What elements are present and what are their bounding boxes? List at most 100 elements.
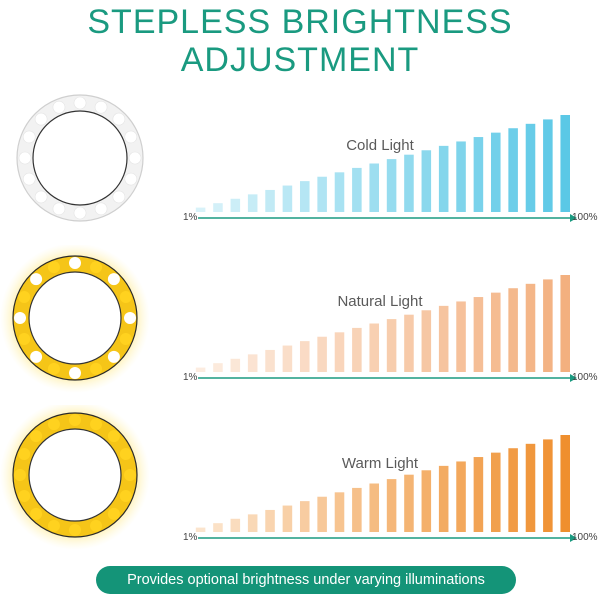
- brightness-bar: [508, 448, 518, 532]
- cold-light-label: Cold Light: [346, 137, 414, 154]
- brightness-bar: [369, 163, 379, 212]
- brightness-bar: [247, 514, 258, 532]
- brightness-bar: [299, 341, 310, 372]
- brightness-bar: [404, 474, 414, 532]
- led-dot: [107, 273, 120, 286]
- led-dot: [119, 447, 132, 460]
- brightness-bar: [282, 345, 293, 372]
- cold-min-percent: 1%: [183, 212, 198, 223]
- brightness-bar: [473, 137, 484, 212]
- arrow-right-icon: [570, 534, 577, 542]
- brightness-bar: [195, 207, 206, 212]
- brightness-bar: [490, 292, 501, 372]
- brightness-bar: [508, 288, 518, 372]
- brightness-bar: [334, 332, 345, 372]
- led-dot: [124, 130, 138, 144]
- led-dot: [112, 190, 126, 204]
- led-dot: [119, 333, 132, 346]
- led-dot: [18, 333, 31, 346]
- led-dot: [107, 350, 120, 363]
- brightness-bar: [334, 172, 345, 212]
- led-dot: [22, 172, 36, 186]
- led-dot: [47, 261, 60, 274]
- brightness-bar: [317, 176, 327, 212]
- led-dot: [119, 290, 132, 303]
- brightness-bar: [438, 465, 449, 532]
- brightness-bar: [247, 354, 258, 372]
- brightness-bar: [543, 279, 553, 372]
- arrow-right-icon: [570, 214, 577, 222]
- brightness-bar: [438, 305, 449, 372]
- brightness-bar: [560, 435, 570, 532]
- brightness-bar: [525, 283, 536, 372]
- cold-light-brightness-bars: [195, 115, 577, 222]
- led-dot: [52, 100, 66, 114]
- brightness-bar: [247, 194, 258, 212]
- led-dot: [94, 202, 108, 216]
- brightness-bar: [195, 527, 206, 532]
- led-dot: [18, 447, 31, 460]
- natural-light-label: Natural Light: [337, 293, 423, 310]
- led-dot: [73, 206, 87, 220]
- led-dot: [69, 414, 81, 426]
- led-dot: [124, 172, 138, 186]
- brightness-bar: [473, 297, 484, 372]
- brightness-bar: [213, 203, 223, 212]
- brightness-bar: [421, 310, 432, 372]
- brightness-bar: [560, 275, 570, 372]
- brightness-bar: [560, 115, 570, 212]
- led-dot: [30, 430, 43, 443]
- led-dot: [107, 507, 120, 520]
- natural-min-percent: 1%: [183, 372, 198, 383]
- natural-light-row: Natural Light 1% 100%: [0, 245, 600, 405]
- brightness-bar: [230, 518, 241, 532]
- cold-light-row: Cold Light 1% 100%: [0, 85, 600, 245]
- brightness-bar: [230, 358, 241, 372]
- warm-max-percent: 100%: [572, 532, 598, 543]
- led-dot: [34, 190, 48, 204]
- led-dot: [124, 469, 136, 481]
- brightness-bar: [369, 323, 379, 372]
- brightness-bar: [299, 501, 310, 532]
- headline-line-2: ADJUSTMENT: [180, 41, 420, 79]
- led-dot: [52, 202, 66, 216]
- brightness-bar: [386, 159, 397, 212]
- led-dot: [73, 96, 87, 110]
- led-dot: [14, 469, 26, 481]
- brightness-bar: [369, 483, 379, 532]
- led-dot: [90, 261, 103, 274]
- led-dot: [22, 130, 36, 144]
- led-dot: [90, 418, 103, 431]
- led-dot: [124, 312, 136, 324]
- brightness-bar: [543, 119, 553, 212]
- headline-line-1: STEPLESS BRIGHTNESS: [87, 3, 513, 41]
- led-dot: [119, 490, 132, 503]
- led-dot: [34, 112, 48, 126]
- led-dot: [47, 362, 60, 375]
- led-dot: [18, 290, 31, 303]
- brightness-bar: [525, 443, 536, 532]
- led-dot: [47, 519, 60, 532]
- brightness-bar: [282, 505, 293, 532]
- natural-light-brightness-bars: [195, 275, 577, 382]
- brightness-bar: [456, 461, 466, 532]
- led-dot: [30, 350, 43, 363]
- brightness-bar: [421, 150, 432, 212]
- led-dot: [69, 257, 81, 269]
- natural-max-percent: 100%: [572, 372, 598, 383]
- led-dot: [47, 418, 60, 431]
- brightness-bar: [213, 523, 223, 532]
- brightness-bar: [386, 319, 397, 372]
- led-dot: [14, 312, 26, 324]
- led-dot: [69, 367, 81, 379]
- brightness-bar: [230, 198, 241, 212]
- led-dot: [94, 100, 108, 114]
- brightness-bar: [265, 189, 275, 212]
- brightness-bar: [421, 470, 432, 532]
- led-dot: [107, 430, 120, 443]
- cold-max-percent: 100%: [572, 212, 598, 223]
- led-dot: [90, 519, 103, 532]
- warm-light-brightness-bars: [195, 435, 577, 542]
- brightness-bar: [195, 367, 206, 372]
- brightness-bar: [352, 327, 362, 372]
